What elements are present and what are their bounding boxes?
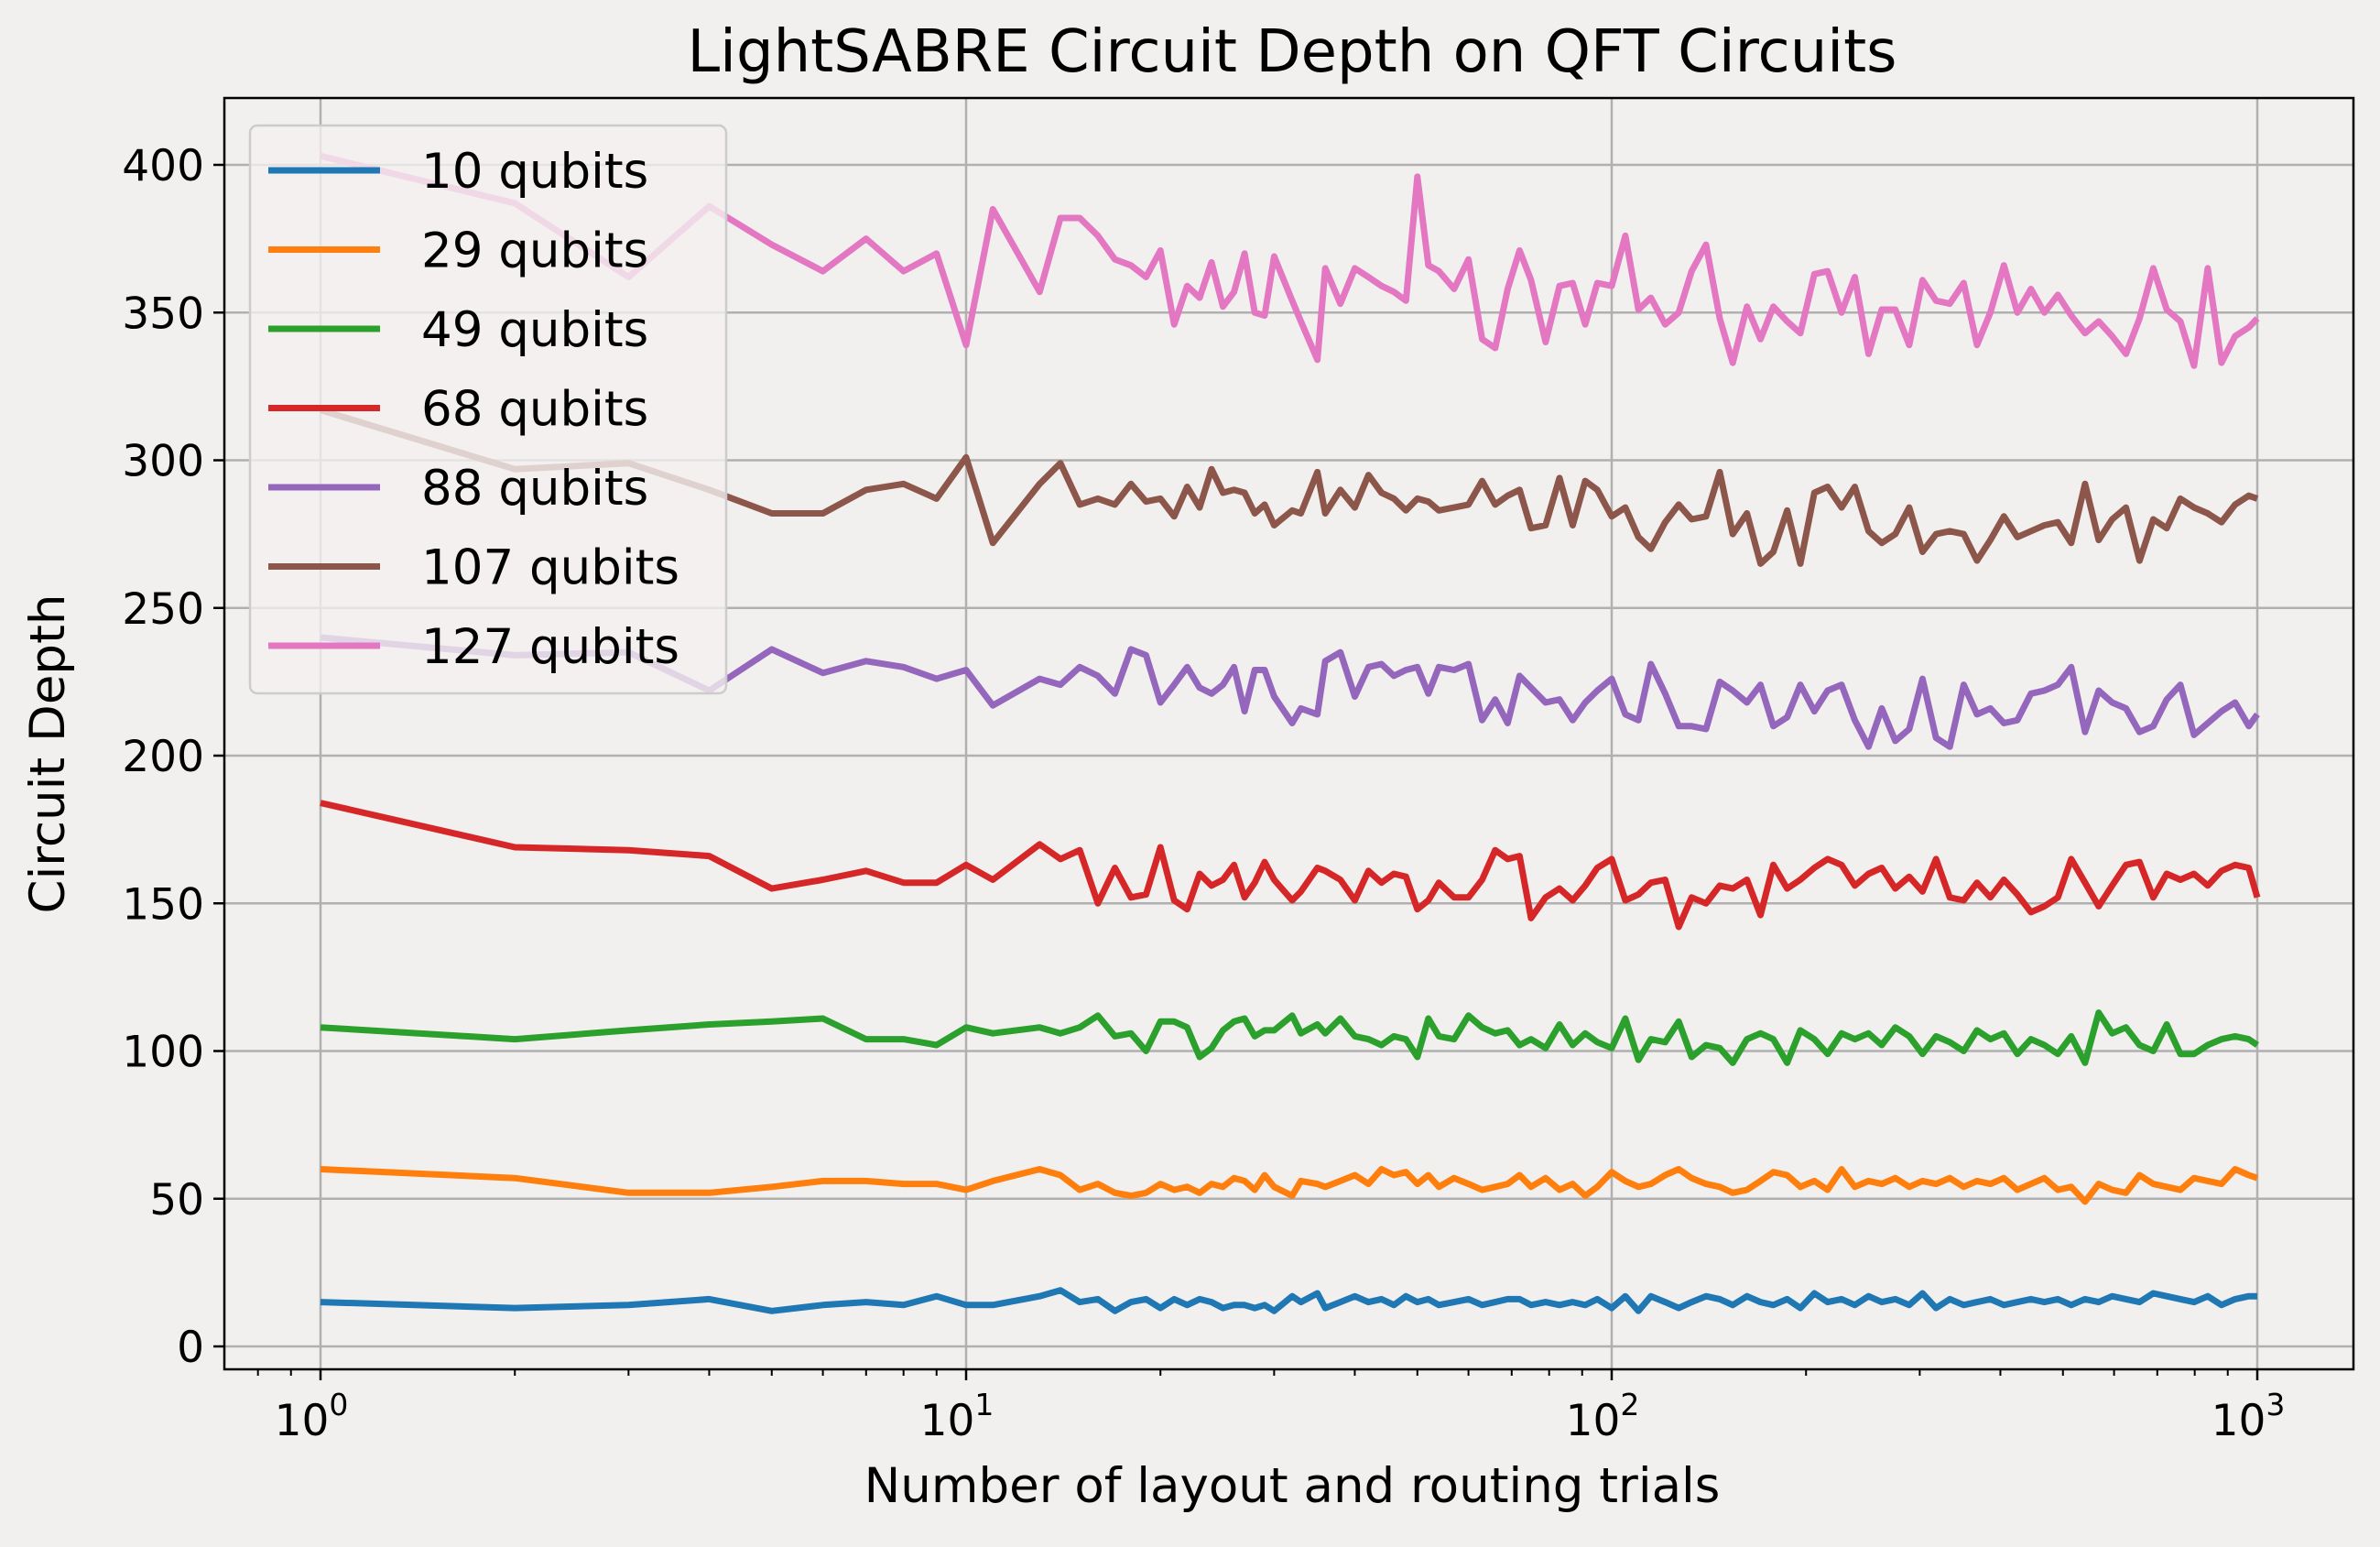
series-line-107-qubits — [319, 407, 2259, 567]
plot-area: 0 50 100 150 200 250 300 350 400 100 101 102 103 10 q… — [122, 96, 2355, 1446]
y-tick-label: 350 — [122, 289, 204, 339]
x-tick-label: 103 — [2212, 1387, 2286, 1446]
y-tick-label: 150 — [122, 879, 204, 930]
x-axis-label: Number of layout and routing trials — [864, 1458, 1721, 1514]
y-tick-label: 200 — [122, 732, 204, 782]
x-tick-label: 102 — [1566, 1387, 1640, 1446]
y-tick-label: 250 — [122, 584, 204, 635]
series-line-68-qubits — [320, 800, 2261, 931]
series-line-10-qubits — [320, 1287, 2257, 1314]
legend-label: 88 qubits — [421, 461, 648, 517]
legend-label: 107 qubits — [421, 540, 679, 596]
y-tick-label: 0 — [177, 1323, 204, 1373]
y-tick-label: 400 — [122, 141, 204, 191]
legend-label: 10 qubits — [421, 144, 648, 200]
legend-label: 68 qubits — [421, 382, 648, 438]
y-axis-label: Circuit Depth — [20, 594, 76, 914]
series-line-127-qubits — [320, 152, 2260, 369]
x-tick-label: 100 — [275, 1387, 349, 1446]
legend-label: 29 qubits — [421, 223, 648, 279]
legend-box — [248, 124, 728, 695]
legend: 10 qubits 29 qubits 49 qubits 68 qubits 88 q… — [248, 124, 728, 695]
legend-label: 49 qubits — [421, 302, 648, 358]
series-line-49-qubits — [320, 1009, 2259, 1066]
chart-title: LightSABRE Circuit Depth on QFT Circuits — [688, 18, 1897, 86]
series-line-29-qubits — [320, 1166, 2259, 1205]
series-line-88-qubits — [320, 634, 2260, 750]
legend-label: 127 qubits — [421, 619, 679, 675]
x-tick-label: 101 — [920, 1387, 994, 1446]
axes-frame — [223, 96, 2355, 1371]
y-tick-label: 50 — [149, 1175, 204, 1226]
y-tick-label: 300 — [122, 437, 204, 487]
y-tick-label: 100 — [122, 1028, 204, 1078]
